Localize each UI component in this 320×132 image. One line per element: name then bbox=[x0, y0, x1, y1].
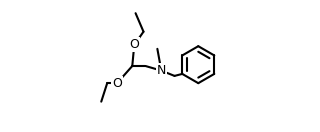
Text: O: O bbox=[129, 38, 139, 51]
Text: N: N bbox=[156, 64, 166, 77]
Text: O: O bbox=[112, 77, 122, 90]
